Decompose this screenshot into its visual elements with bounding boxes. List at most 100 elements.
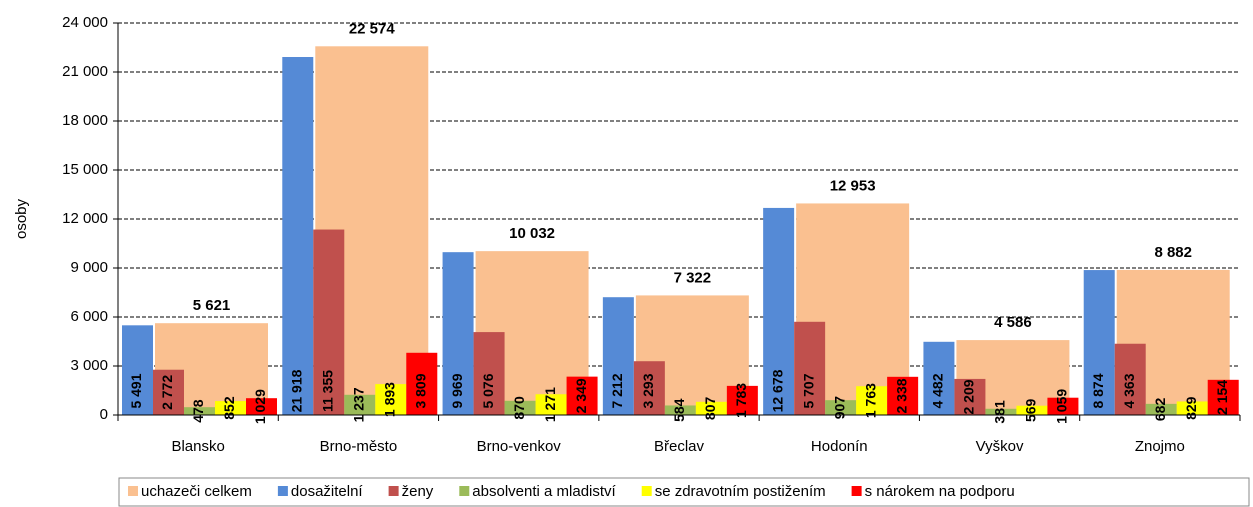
legend-label: uchazeči celkem [141,483,252,500]
x-tick-label: Břeclav [654,438,705,455]
bar [313,229,345,415]
value-label: 7 212 [609,373,625,408]
bar [794,321,826,415]
value-label: 21 918 [288,369,304,412]
value-label: 870 [511,396,527,420]
bar [1114,343,1146,415]
value-label: 2 338 [893,378,909,413]
bar [1083,270,1115,415]
legend-swatch [128,486,138,496]
value-label: 5 076 [480,373,496,408]
value-label: 22 574 [349,20,396,37]
value-label: 10 032 [509,225,555,242]
value-label: 2 772 [159,375,175,410]
value-label: 907 [831,396,847,420]
legend-swatch [459,486,470,496]
value-label: 1 059 [1054,389,1070,424]
value-label: 5 491 [128,373,144,408]
value-label: 2 349 [573,378,589,413]
bar [602,297,634,415]
legend-label: se zdravotním postižením [655,483,826,500]
value-label: 1 893 [381,382,397,417]
y-tick-label: 0 [100,406,108,423]
bar [122,325,153,415]
x-tick-label: Vyškov [976,438,1024,455]
bar [923,341,955,415]
bar [282,57,314,415]
bar [246,398,277,415]
value-label: 4 482 [930,373,946,408]
value-label: 829 [1183,396,1199,420]
bar [406,352,438,415]
bar [504,400,536,415]
bar [985,408,1017,415]
value-label: 4 586 [994,314,1032,331]
value-label: 12 953 [830,177,876,194]
x-tick-label: Brno-venkov [477,438,562,455]
bar [1047,397,1079,415]
x-tick-label: Hodonín [811,438,868,455]
legend-swatch [851,486,862,496]
y-tick-label: 6 000 [70,308,108,325]
bar [535,394,567,415]
bar [726,385,758,415]
bar [887,376,919,415]
y-tick-label: 3 000 [70,357,108,374]
x-tick-label: Znojmo [1135,438,1185,455]
y-tick-label: 18 000 [62,112,108,129]
value-label: 1 029 [252,389,268,424]
value-label: 8 882 [1154,244,1192,261]
legend-label: ženy [402,483,434,500]
bar [473,332,505,415]
y-axis-label: osoby [13,198,30,239]
value-label: 682 [1152,398,1168,422]
legend-swatch [277,486,288,496]
legend-label: absolventi a mladiství [472,483,616,500]
value-label: 7 322 [674,269,712,286]
bar [1176,401,1208,415]
y-tick-label: 12 000 [62,210,108,227]
value-label: 4 363 [1121,373,1137,408]
y-tick-label: 24 000 [62,14,108,31]
bar [856,386,888,415]
bar [664,405,696,415]
value-label: 569 [1023,398,1039,422]
bar [566,376,598,415]
bar [763,207,795,415]
bar [442,252,474,415]
y-tick-label: 21 000 [62,63,108,80]
value-label: 5 621 [193,297,231,314]
bar [153,369,184,415]
value-label: 2 209 [961,379,977,414]
bar [375,384,407,415]
bar [344,394,376,415]
value-label: 381 [992,400,1008,424]
y-tick-label: 15 000 [62,161,108,178]
value-label: 11 355 [319,370,335,412]
x-tick-label: Brno-město [320,438,398,455]
legend-swatch [388,486,399,496]
value-label: 2 154 [1214,380,1230,415]
bar [1145,403,1177,415]
value-label: 9 969 [449,373,465,408]
legend-swatch [641,486,652,496]
value-label: 852 [221,396,237,420]
bar [954,378,986,415]
legend-label: dosažitelní [291,483,364,500]
value-label: 1 271 [542,387,558,422]
bar [633,361,665,415]
bar [695,401,727,415]
y-tick-label: 9 000 [70,259,108,276]
legend-box [118,477,1250,507]
bar [184,407,215,415]
value-label: 584 [671,398,687,422]
bar [1016,405,1048,415]
value-label: 8 874 [1090,373,1106,408]
value-label: 5 707 [800,373,816,408]
value-label: 3 293 [640,373,656,408]
value-label: 807 [702,397,718,421]
bar [1207,379,1239,415]
value-label: 1 783 [733,383,749,418]
x-tick-label: Blansko [171,438,224,455]
